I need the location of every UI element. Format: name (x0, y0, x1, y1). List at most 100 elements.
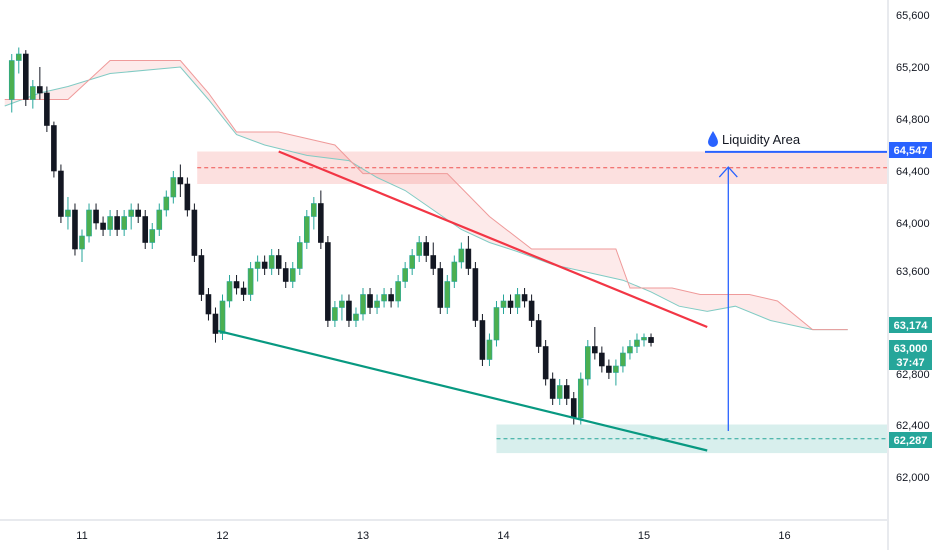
x-tick-label: 11 (76, 530, 87, 542)
candle-76 (542, 346, 549, 380)
candle-5 (44, 92, 50, 126)
y-tick-label: 65,200 (896, 62, 930, 74)
candle-91 (648, 337, 654, 343)
candle-46 (332, 307, 338, 321)
candle-79 (563, 385, 570, 399)
candle-71 (507, 300, 514, 308)
candle-16 (121, 216, 127, 230)
y-tick-label: 63,600 (896, 266, 930, 278)
y-tick-label: 64,000 (896, 218, 930, 230)
candle-43 (311, 203, 317, 217)
candle-73 (521, 294, 528, 302)
ichimoku-span-b (4, 60, 848, 331)
candle-7 (58, 170, 64, 217)
y-tick-label: 64,800 (896, 114, 930, 126)
price-label: 62,287 (894, 435, 928, 447)
candle-28 (205, 294, 212, 315)
candle-67 (479, 320, 486, 360)
candle-80 (570, 398, 577, 419)
candle-40 (289, 268, 296, 282)
candle-60 (430, 255, 437, 269)
x-tick-label: 16 (778, 530, 790, 542)
candle-26 (191, 209, 198, 256)
candle-74 (528, 300, 535, 321)
candle-51 (367, 294, 373, 308)
candle-75 (535, 320, 542, 347)
descending-support (218, 329, 708, 452)
candle-6 (51, 125, 57, 172)
y-tick-label: 65,600 (896, 10, 930, 22)
candle-4 (37, 86, 43, 94)
candle-85 (606, 365, 612, 373)
candle-62 (444, 281, 451, 308)
candle-50 (360, 294, 366, 315)
candle-52 (374, 300, 380, 308)
candle-77 (549, 378, 556, 399)
candle-49 (353, 313, 359, 321)
candle-21 (156, 209, 163, 230)
candle-11 (86, 209, 92, 237)
candle-90 (641, 337, 647, 341)
candle-38 (275, 255, 282, 269)
candle-68 (486, 339, 493, 360)
candle-2 (22, 53, 29, 100)
candle-35 (254, 261, 261, 269)
candle-81 (577, 378, 584, 419)
candle-78 (556, 385, 563, 399)
candle-58 (416, 242, 423, 256)
candle-0 (8, 60, 15, 100)
candle-48 (346, 300, 352, 321)
candle-84 (599, 352, 605, 367)
candle-32 (233, 281, 240, 289)
candle-12 (93, 209, 99, 224)
candle-22 (163, 196, 170, 211)
x-tick-label: 12 (216, 530, 228, 542)
candle-19 (142, 216, 149, 243)
candle-44 (318, 203, 324, 243)
candle-59 (423, 242, 430, 256)
price-label: 63,174 (894, 320, 929, 332)
candle-3 (30, 86, 36, 100)
candle-83 (592, 346, 598, 354)
descending-resistance (278, 150, 708, 329)
candle-61 (437, 268, 444, 308)
candle-8 (65, 209, 71, 217)
candle-54 (388, 294, 394, 302)
price-label-box (889, 432, 932, 448)
candle-9 (72, 209, 78, 250)
candle-27 (198, 255, 205, 295)
candle-53 (381, 294, 387, 302)
candle-89 (634, 339, 640, 347)
candle-17 (128, 209, 134, 217)
candle-18 (135, 209, 141, 217)
candle-39 (282, 268, 289, 282)
candle-30 (219, 300, 226, 334)
price-label: 64,547 (894, 145, 928, 157)
candle-29 (212, 313, 219, 334)
candle-47 (339, 300, 345, 308)
candle-34 (247, 268, 254, 295)
candle-82 (584, 346, 591, 380)
candle-70 (500, 300, 507, 308)
target-arrow-head (718, 166, 738, 178)
x-tick-label: 15 (638, 530, 650, 542)
candle-57 (409, 255, 415, 269)
candle-33 (240, 287, 247, 295)
candle-20 (149, 229, 156, 243)
candle-14 (107, 216, 113, 230)
candle-88 (627, 346, 633, 354)
candle-13 (100, 222, 106, 230)
candle-10 (79, 235, 85, 250)
candle-66 (472, 268, 479, 321)
candle-41 (296, 242, 303, 269)
x-tick-label: 14 (497, 530, 509, 542)
candle-69 (493, 307, 500, 341)
candle-24 (177, 177, 184, 185)
candle-25 (184, 183, 191, 211)
candle-72 (514, 294, 521, 308)
candle-37 (268, 255, 275, 269)
y-tick-label: 62,800 (896, 369, 930, 381)
current-price-box (889, 340, 932, 370)
